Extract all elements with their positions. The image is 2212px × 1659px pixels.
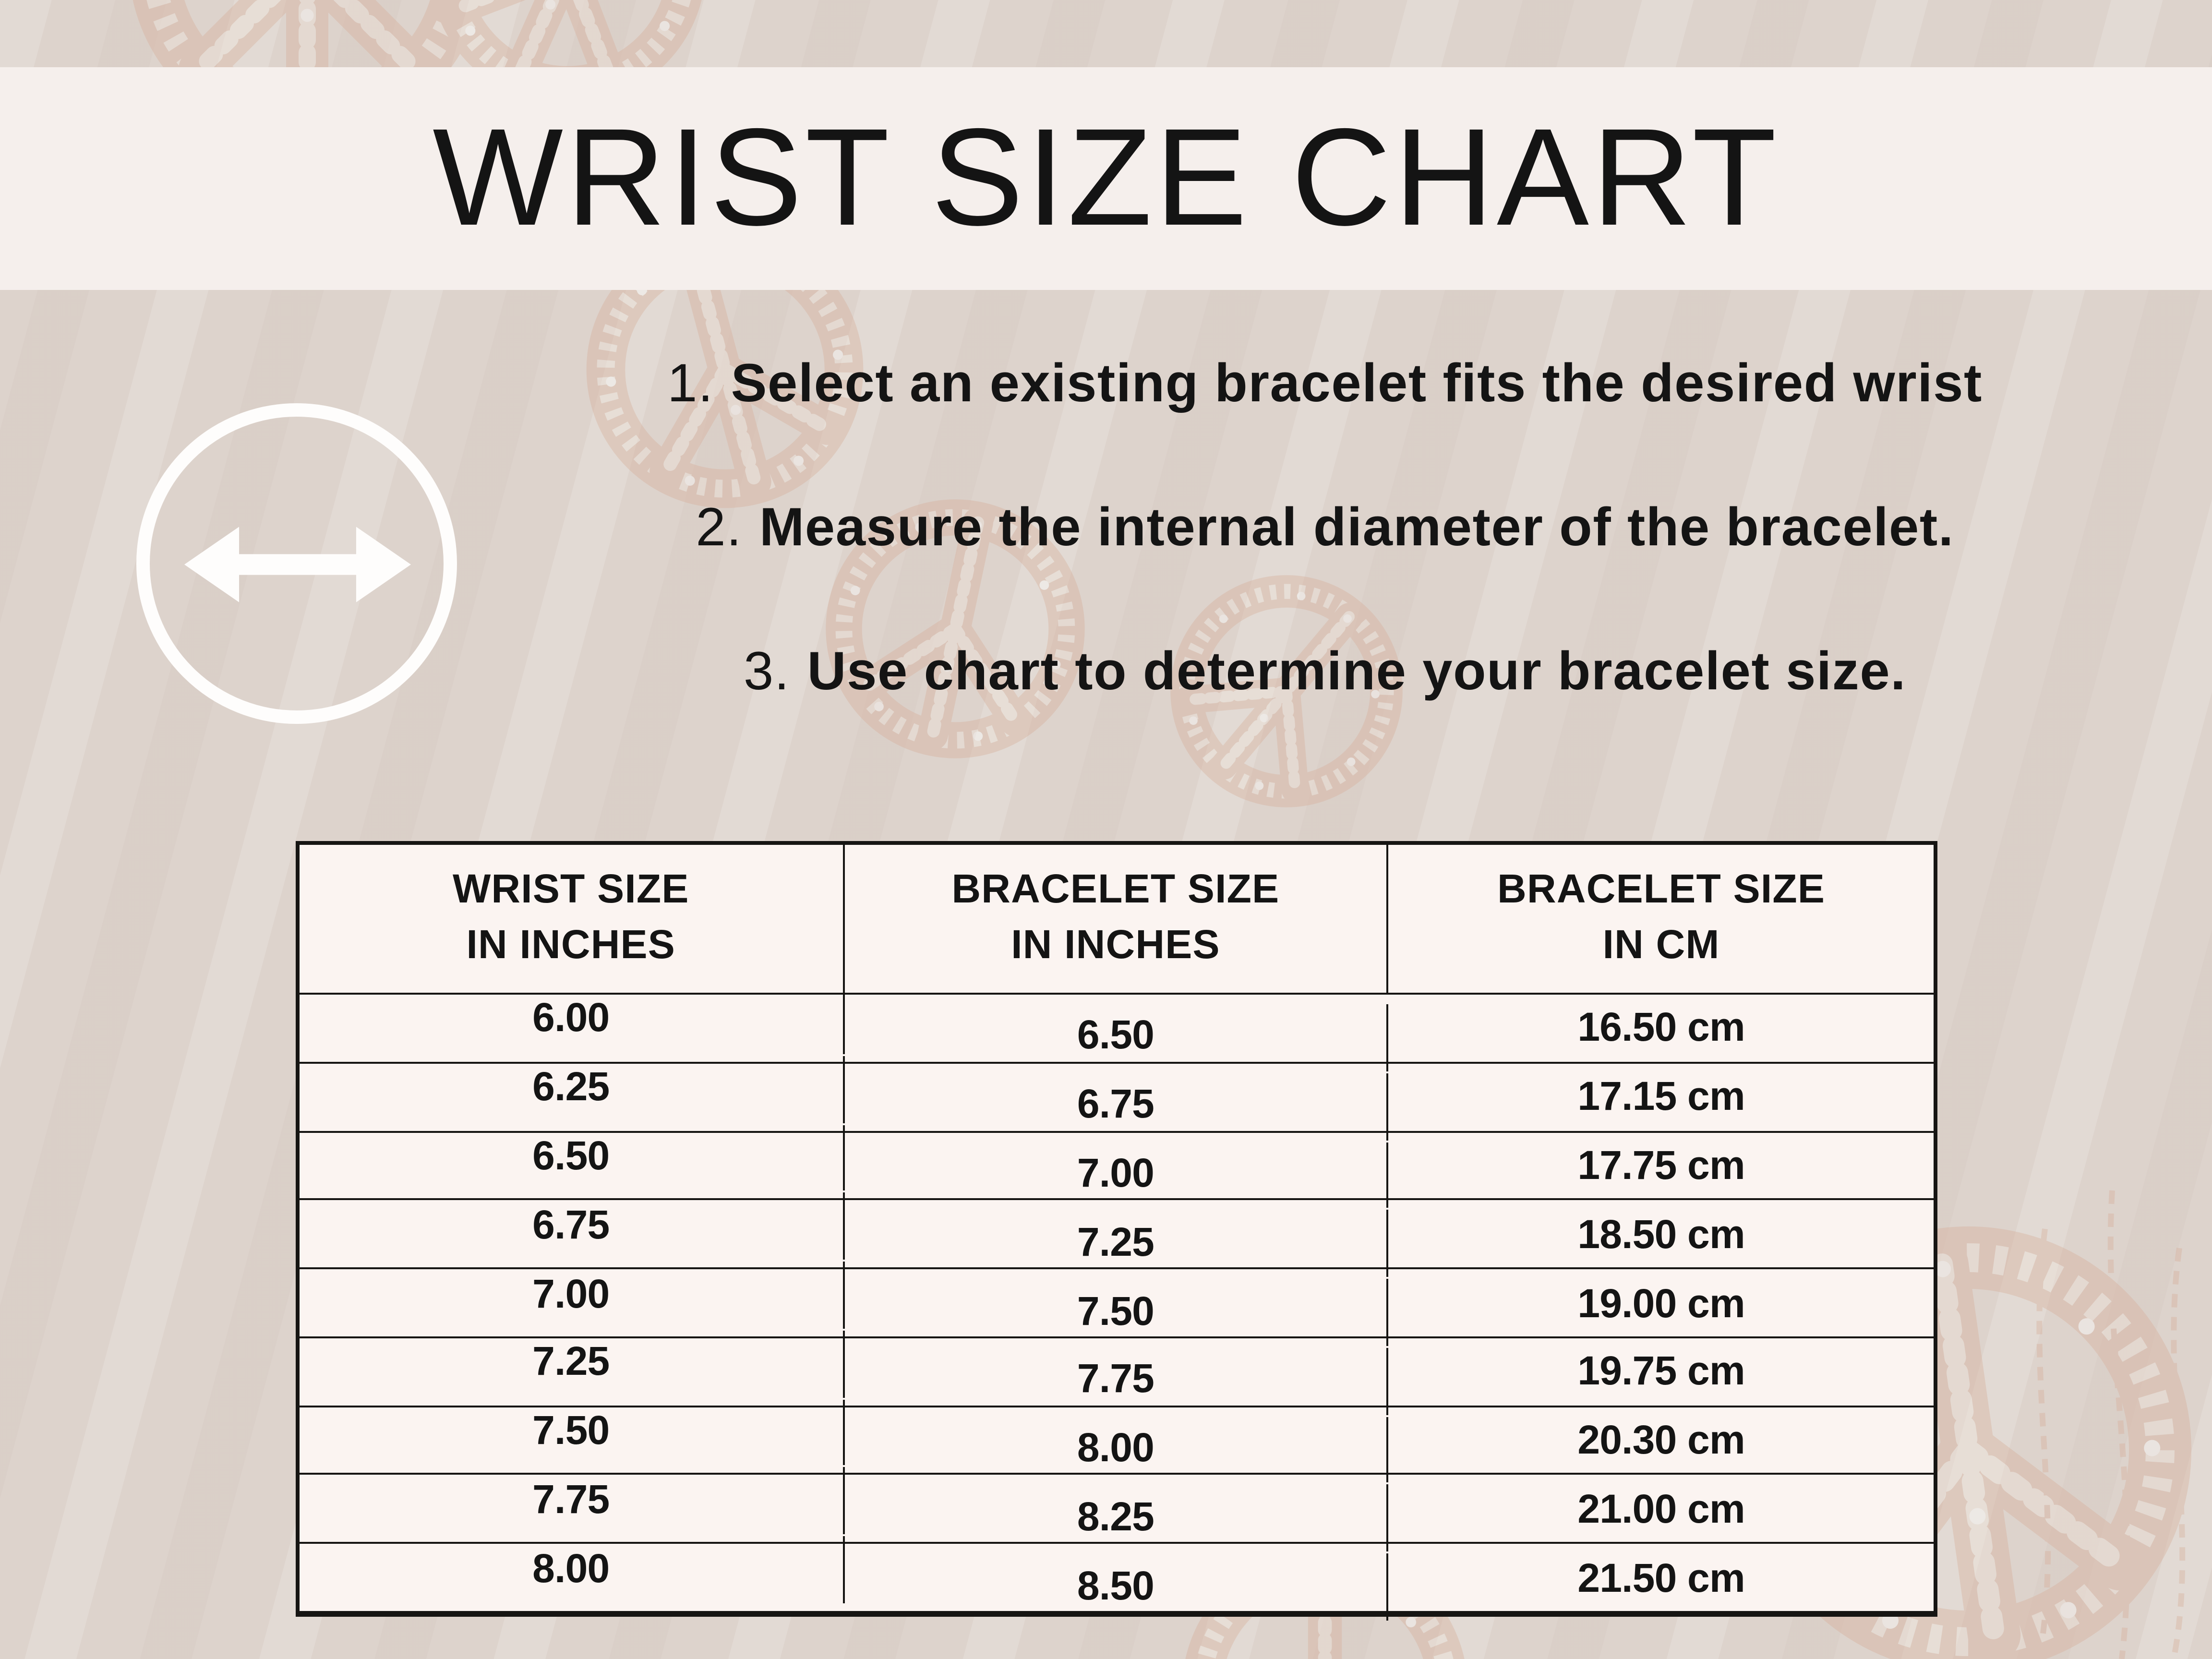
instruction-text: Use chart to determine your bracelet siz… — [807, 641, 1906, 701]
table-cell: 6.75 — [300, 1193, 844, 1260]
measure-diameter-badge — [136, 403, 457, 724]
column-header-wrist-size: WRIST SIZE IN INCHES — [300, 845, 844, 993]
table-cell: 19.00 cm — [1577, 1282, 1745, 1326]
table-cell: 8.00 — [300, 1537, 844, 1604]
table-row: 7.00 7.50 19.00 cm — [300, 1262, 1934, 1346]
table-row: 7.50 8.00 20.30 cm — [300, 1399, 1934, 1483]
instructions-list: 1. Select an existing bracelet fits the d… — [461, 356, 2189, 789]
table-row: 6.50 7.00 17.75 cm — [300, 1124, 1934, 1209]
header-line: BRACELET SIZE — [951, 867, 1280, 912]
column-header-bracelet-size-cm: BRACELET SIZE IN CM — [1389, 845, 1934, 993]
header-line: IN INCHES — [466, 923, 676, 967]
title-banner: WRIST SIZE CHART — [0, 67, 2212, 290]
table-cell: 7.25 — [844, 1210, 1389, 1277]
table-cell: 17.75 cm — [1577, 1144, 1745, 1189]
page-title: WRIST SIZE CHART — [433, 102, 1779, 255]
table-cell: 19.75 cm — [1577, 1350, 1745, 1395]
header-line: BRACELET SIZE — [1497, 867, 1826, 912]
column-header-bracelet-size-inches: BRACELET SIZE IN INCHES — [844, 845, 1389, 993]
table-cell: 8.25 — [844, 1485, 1389, 1552]
instruction-number: 1. — [667, 353, 714, 413]
table-row: 6.75 7.25 18.50 cm — [300, 1193, 1934, 1277]
table-cell: 6.50 — [844, 1004, 1389, 1071]
instruction-text: Measure the internal diameter of the bra… — [759, 497, 1954, 557]
table-body: 6.00 6.50 16.50 cm 6.25 6.75 17.15 cm 6.50 7.00… — [300, 987, 1934, 1621]
table-cell: 6.50 — [300, 1124, 844, 1191]
table-cell: 7.50 — [300, 1399, 844, 1466]
table-header-row: WRIST SIZE IN INCHES BRACELET SIZE IN IN… — [300, 845, 1934, 993]
header-line: WRIST SIZE — [452, 867, 689, 912]
table-cell: 17.15 cm — [1577, 1075, 1745, 1120]
table-cell: 8.00 — [844, 1416, 1389, 1483]
table-cell: 7.50 — [844, 1279, 1389, 1346]
instruction-step-2: 2. Measure the internal diameter of the b… — [461, 500, 2189, 555]
instruction-number: 2. — [696, 497, 742, 557]
table-cell: 7.75 — [300, 1467, 844, 1535]
table-cell: 7.00 — [300, 1262, 844, 1329]
header-line: IN INCHES — [1011, 923, 1220, 967]
left-right-arrow-icon — [183, 526, 410, 601]
table-row: 7.25 7.75 19.75 cm — [300, 1330, 1934, 1415]
table-row: 7.75 8.25 21.00 cm — [300, 1467, 1934, 1552]
table-cell: 21.50 cm — [1577, 1556, 1745, 1601]
header-line: IN CM — [1602, 923, 1720, 967]
instruction-text: Select an existing bracelet fits the des… — [731, 353, 1983, 413]
instruction-step-3: 3. Use chart to determine your bracelet s… — [461, 644, 2189, 699]
table-cell: 21.00 cm — [1577, 1488, 1745, 1532]
table-cell: 16.50 cm — [1577, 1007, 1745, 1051]
table-cell: 6.00 — [300, 987, 844, 1054]
table-cell: 6.75 — [844, 1073, 1389, 1140]
instruction-number: 3. — [744, 641, 790, 701]
size-chart-table: WRIST SIZE IN INCHES BRACELET SIZE IN IN… — [296, 841, 1937, 1621]
table-cell: 20.30 cm — [1577, 1419, 1745, 1464]
instruction-step-1: 1. Select an existing bracelet fits the d… — [461, 356, 2189, 411]
table-row: 8.00 8.50 21.50 cm — [300, 1537, 1934, 1621]
table-cell: 8.50 — [844, 1554, 1389, 1621]
table-cell: 7.75 — [844, 1347, 1389, 1415]
table-cell: 6.25 — [300, 1056, 844, 1123]
table-cell: 18.50 cm — [1577, 1213, 1745, 1257]
table-cell: 7.00 — [844, 1142, 1389, 1209]
table-row: 6.25 6.75 17.15 cm — [300, 1056, 1934, 1140]
table-row: 6.00 6.50 16.50 cm — [300, 987, 1934, 1071]
table-cell: 7.25 — [300, 1330, 844, 1397]
